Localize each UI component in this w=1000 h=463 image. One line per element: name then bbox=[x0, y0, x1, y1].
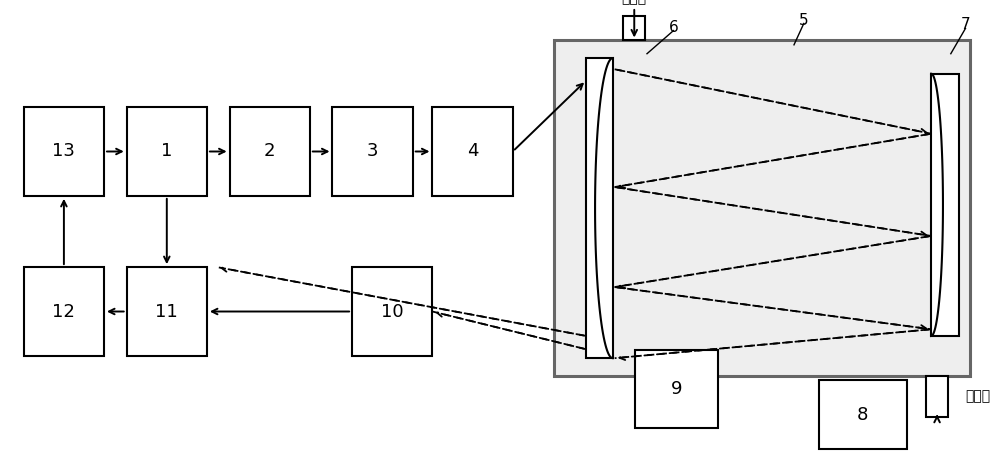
Bar bbox=[230, 107, 310, 196]
Bar bbox=[24, 267, 104, 356]
Bar bbox=[586, 58, 613, 358]
Bar bbox=[127, 107, 207, 196]
Bar bbox=[926, 376, 948, 417]
Bar bbox=[24, 107, 104, 196]
Text: 4: 4 bbox=[467, 143, 478, 161]
Bar bbox=[635, 350, 718, 428]
Bar bbox=[818, 380, 907, 449]
Text: 3: 3 bbox=[367, 143, 378, 161]
Text: 7: 7 bbox=[961, 17, 970, 32]
Text: 2: 2 bbox=[264, 143, 275, 161]
Text: 11: 11 bbox=[155, 302, 178, 320]
Text: 12: 12 bbox=[52, 302, 75, 320]
Bar bbox=[432, 107, 513, 196]
Bar bbox=[332, 107, 413, 196]
Bar bbox=[352, 267, 432, 356]
Bar bbox=[931, 74, 959, 336]
Text: 1: 1 bbox=[161, 143, 172, 161]
Text: 6: 6 bbox=[669, 19, 678, 35]
Text: 13: 13 bbox=[52, 143, 75, 161]
Text: 8: 8 bbox=[857, 406, 868, 424]
Text: 出气口: 出气口 bbox=[966, 389, 991, 403]
Text: 入气口: 入气口 bbox=[622, 0, 647, 5]
Bar bbox=[623, 16, 645, 40]
Bar bbox=[127, 267, 207, 356]
Text: 9: 9 bbox=[671, 380, 682, 398]
Bar bbox=[554, 40, 970, 376]
Text: 5: 5 bbox=[799, 13, 809, 28]
Text: 10: 10 bbox=[381, 302, 404, 320]
